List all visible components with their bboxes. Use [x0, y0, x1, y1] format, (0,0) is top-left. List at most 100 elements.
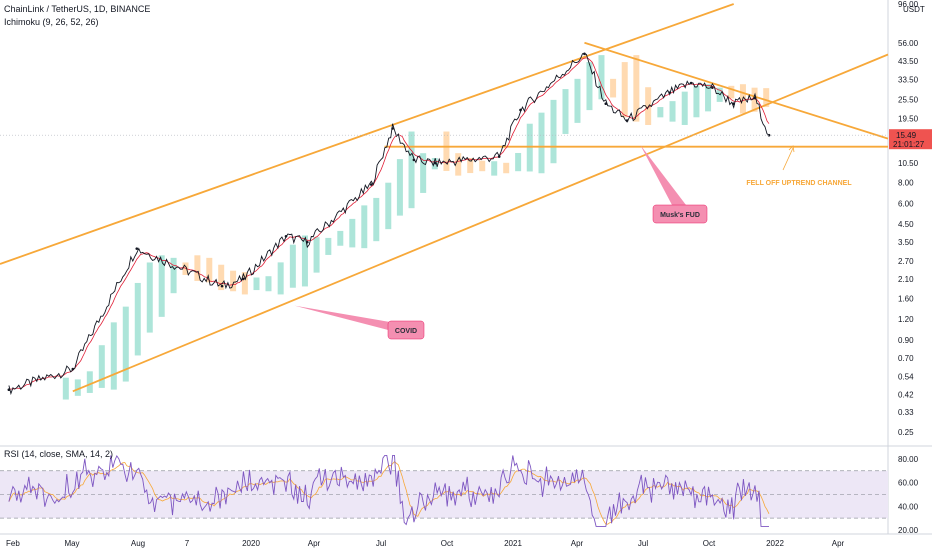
ichimoku-cloud-segment	[86, 371, 93, 393]
ichimoku-cloud-segment	[479, 160, 486, 172]
time-tick-label: May	[64, 539, 79, 548]
time-tick-label: Aug	[131, 539, 145, 548]
trendline-lower-channel[interactable]	[72, 53, 889, 393]
time-tick-label: Apr	[832, 539, 845, 548]
ichimoku-cloud-segment	[325, 237, 332, 255]
price-data-point	[7, 388, 11, 392]
price-data-point	[497, 155, 501, 158]
fell-off-arrow	[782, 147, 794, 171]
ichimoku-cloud-segment	[443, 131, 450, 171]
price-data-point	[668, 91, 672, 94]
ichimoku-cloud-segment	[586, 62, 593, 111]
ichimoku-cloud-segment	[621, 62, 628, 118]
musk-callout-box[interactable]	[652, 204, 708, 224]
time-tick-label: Oct	[441, 539, 454, 548]
price-tick-label: 0.90	[898, 336, 914, 345]
price-data-point	[220, 284, 224, 288]
price-tick-label: 0.33	[898, 408, 914, 417]
time-tick-label: 2020	[242, 539, 260, 548]
ichimoku-cloud-segment	[301, 235, 308, 287]
price-tick-label: 0.25	[898, 428, 914, 437]
ichimoku-cloud-segment	[598, 55, 605, 100]
price-pane[interactable]	[0, 0, 888, 445]
price-tick-label: 10.50	[898, 159, 919, 168]
fell-off-label[interactable]: FELL OFF UPTREND CHANNEL	[746, 180, 852, 187]
ichimoku-cloud-segment	[253, 277, 260, 291]
rsi-ma-line	[8, 461, 770, 525]
ichimoku-cloud-segment	[396, 159, 403, 216]
fell-off-arrowhead	[788, 145, 795, 153]
covid-callout-box[interactable]	[387, 320, 425, 340]
ichimoku-cloud-segment	[98, 345, 105, 388]
covid-callout-pointer	[294, 305, 392, 331]
time-tick-label: 2022	[766, 539, 784, 548]
ichimoku-cloud-segment	[420, 153, 427, 193]
price-data-point	[71, 367, 75, 371]
bar-countdown: 21:01:27	[893, 140, 925, 149]
ichimoku-cloud-segment	[728, 85, 735, 99]
price-data-point	[412, 158, 416, 162]
ichimoku-cloud-segment	[277, 262, 284, 295]
rsi-tick-label: 60.00	[898, 479, 919, 488]
ichimoku-cloud-segment	[693, 85, 700, 118]
price-data-point	[583, 52, 586, 56]
time-tick-label: Jul	[638, 539, 648, 548]
ichimoku-cloud-segment	[170, 257, 177, 294]
price-data-point	[433, 161, 437, 165]
price-data-point	[306, 240, 309, 244]
ichimoku-cloud-segment	[705, 84, 712, 112]
rsi-tick-label: 20.00	[898, 526, 919, 535]
price-data-point	[753, 96, 757, 100]
rsi-tick-label: 80.00	[898, 455, 919, 464]
ichimoku-cloud-segment	[134, 282, 141, 356]
symbol-legend[interactable]: ChainLink / TetherUS, 1D, BINANCE	[4, 4, 151, 14]
ichimoku-cloud-segment	[337, 230, 344, 246]
price-tick-label: 0.54	[898, 373, 914, 382]
ichimoku-legend[interactable]: Ichimoku (9, 26, 52, 26)	[4, 17, 99, 27]
ichimoku-cloud-segment	[467, 157, 474, 174]
ichimoku-cloud-segment	[146, 262, 153, 333]
price-tick-label: 56.00	[898, 39, 919, 48]
ichimoku-cloud-segment	[562, 89, 569, 134]
price-tick-label: 4.50	[898, 220, 914, 229]
time-tick-label: Apr	[308, 539, 321, 548]
ichimoku-cloud-segment	[503, 162, 510, 174]
ichimoku-cloud-segment	[194, 255, 201, 281]
rsi-line	[8, 454, 769, 527]
price-tick-label: 2.70	[898, 257, 914, 266]
price-tick-label: 2.10	[898, 275, 914, 284]
last-price-value: 15.49	[896, 131, 917, 140]
trendline-upper-channel[interactable]	[0, 3, 735, 265]
ichimoku-cloud-segment	[669, 101, 676, 122]
musk-callout-pointer	[640, 145, 686, 205]
ichimoku-cloud-segment	[491, 161, 498, 176]
ichimoku-cloud-segment	[182, 262, 189, 275]
time-tick-label: 7	[185, 539, 190, 548]
price-data-point	[767, 133, 771, 137]
ichimoku-cloud-segment	[633, 55, 640, 122]
price-tick-label: 43.50	[898, 57, 919, 66]
ichimoku-cloud-segment	[385, 182, 392, 230]
ichimoku-cloud-segment	[241, 272, 248, 295]
ichimoku-cloud-segment	[313, 237, 320, 273]
trendline-descending-resistance[interactable]	[584, 41, 889, 140]
time-tick-label: Feb	[6, 539, 20, 548]
rsi-tick-label: 40.00	[898, 502, 919, 511]
price-data-point	[711, 86, 714, 89]
price-data-point	[732, 102, 735, 106]
rsi-legend[interactable]: RSI (14, close, SMA, 14, 2)	[4, 449, 114, 459]
price-tick-label: 8.00	[898, 179, 914, 188]
ichimoku-cloud-segment	[62, 377, 69, 400]
price-tick-label: 1.60	[898, 294, 914, 303]
ichimoku-cloud-segment	[657, 107, 664, 118]
ichimoku-cloud-segment	[574, 78, 581, 123]
time-tick-label: 2021	[504, 539, 522, 548]
last-price-badge[interactable]	[889, 129, 932, 150]
price-tick-label: 19.50	[898, 115, 919, 124]
price-tick-label: 6.00	[898, 199, 914, 208]
price-data-point	[284, 234, 288, 238]
price-tick-label: 33.50	[898, 76, 919, 85]
price-tick-label: 25.50	[898, 95, 919, 104]
ichimoku-cloud-segment	[515, 152, 522, 172]
